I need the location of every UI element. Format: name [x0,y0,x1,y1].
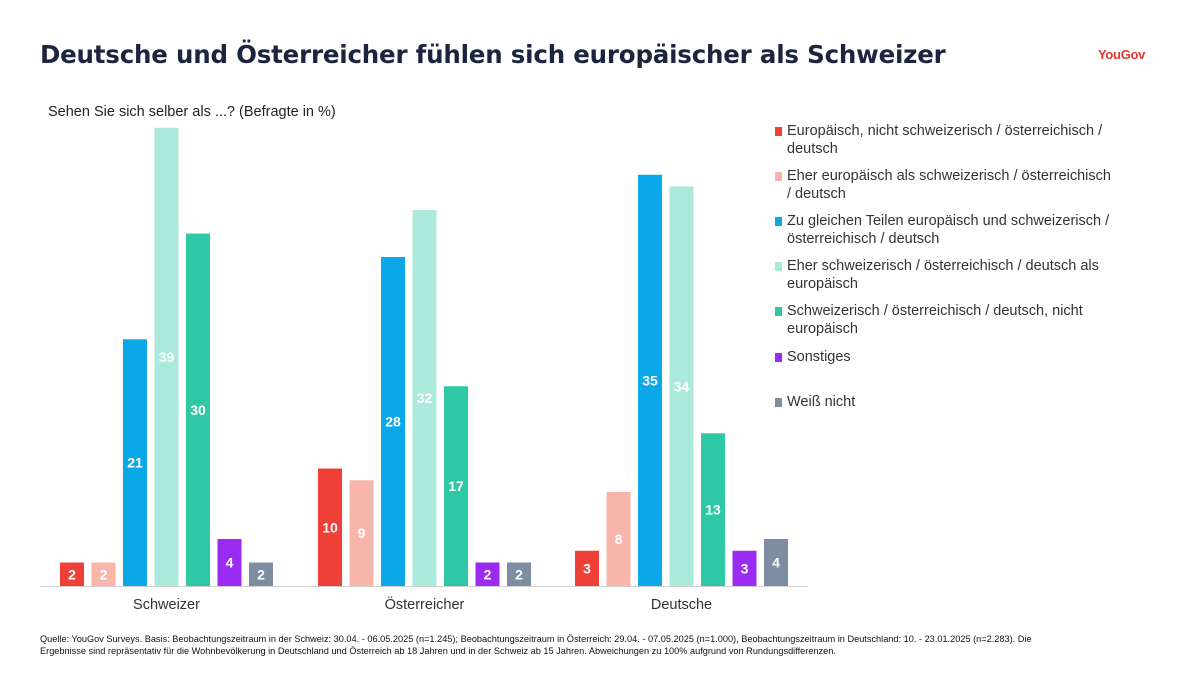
data-label-oesterreicher-series-5: 17 [448,478,464,494]
bar-schweizer-series-3 [123,339,147,586]
data-label-schweizer-series-6: 4 [226,555,234,571]
bar-schweizer-series-2 [91,562,116,586]
legend-swatch [775,217,782,226]
data-label-deutsche-series-1: 3 [583,560,591,576]
bar-deutsche-series-5 [701,433,725,586]
bar-oesterreicher-series-3 [381,257,405,586]
data-label-oesterreicher-series-7: 2 [515,566,523,582]
bar-schweizer-series-1 [60,562,84,586]
data-label-schweizer-series-5: 30 [190,402,206,418]
legend-swatch [775,262,782,271]
data-label-schweizer-series-2: 2 [100,566,108,582]
data-label-deutsche-series-3: 35 [642,372,658,388]
bar-schweizer-series-6 [217,539,242,586]
legend-item-4: Eher schweizerisch / österreichisch / de… [775,257,1115,293]
legend-item-5: Schweizerisch / österreichisch / deutsch… [775,302,1115,338]
bar-oesterreicher-series-2 [349,480,374,586]
data-label-deutsche-series-4: 34 [674,378,690,394]
data-label-deutsche-series-6: 3 [741,560,749,576]
legend-item-2: Eher europäisch als schweizerisch / öste… [775,167,1115,203]
bar-oesterreicher-series-4 [412,210,437,586]
legend-label: Schweizerisch / österreichisch / deutsch… [787,303,1083,337]
bar-oesterreicher-series-7 [507,562,531,586]
legend-item-6: Sonstiges [775,348,1115,366]
yougov-logo: YouGov [1098,47,1146,62]
bar-schweizer-series-4 [154,127,179,586]
source-note: Quelle: YouGov Surveys. Basis: Beobachtu… [40,634,1032,656]
legend-swatch [775,172,782,181]
data-label-schweizer-series-1: 2 [68,566,76,582]
bar-oesterreicher-series-5 [444,386,468,586]
data-label-schweizer-series-4: 39 [159,349,175,365]
legend-label: Eher europäisch als schweizerisch / öste… [787,168,1111,202]
bar-deutsche-series-2 [606,492,631,586]
legend-label: Sonstiges [787,349,851,365]
bar-schweizer-series-5 [186,233,210,586]
bar-deutsche-series-6 [732,550,757,586]
legend-item-7: Weiß nicht [775,393,1115,411]
bar-schweizer-series-7 [249,562,273,586]
data-label-schweizer-series-3: 21 [127,455,143,471]
legend-swatch [775,127,782,136]
bar-oesterreicher-series-1 [318,468,342,586]
chart-subtitle: Sehen Sie sich selber als ...? (Befragte… [48,104,336,120]
chart-title: Deutsche und Österreicher fühlen sich eu… [40,40,946,69]
legend-item-1: Europäisch, nicht schweizerisch / österr… [775,122,1115,158]
bar-deutsche-series-7 [764,539,788,586]
bar-oesterreicher-series-6 [475,562,500,586]
bar-deutsche-series-4 [669,186,694,586]
data-label-deutsche-series-5: 13 [705,502,721,518]
legend-label: Europäisch, nicht schweizerisch / österr… [787,123,1103,157]
category-label-schweizer: Schweizer [133,597,200,613]
data-label-deutsche-series-7: 4 [772,555,780,571]
legend-swatch [775,307,782,316]
legend-label: Eher schweizerisch / österreichisch / de… [787,258,1099,292]
legend-label: Weiß nicht [787,394,856,410]
legend-swatch [775,398,782,407]
category-label-oesterreicher: Österreicher [385,595,465,613]
legend-label: Zu gleichen Teilen europäisch und schwei… [787,213,1110,247]
legend-item-3: Zu gleichen Teilen europäisch und schwei… [775,212,1115,248]
category-label-deutsche: Deutsche [651,597,712,613]
legend-swatch [775,353,782,362]
data-label-oesterreicher-series-2: 9 [358,525,366,541]
bar-deutsche-series-3 [638,174,662,586]
data-label-deutsche-series-2: 8 [615,531,623,547]
bar-deutsche-series-1 [575,550,599,586]
data-label-oesterreicher-series-3: 28 [385,414,401,430]
data-label-oesterreicher-series-4: 32 [417,390,433,406]
data-label-schweizer-series-7: 2 [257,566,265,582]
data-label-oesterreicher-series-1: 10 [322,519,338,535]
data-label-oesterreicher-series-6: 2 [484,566,492,582]
